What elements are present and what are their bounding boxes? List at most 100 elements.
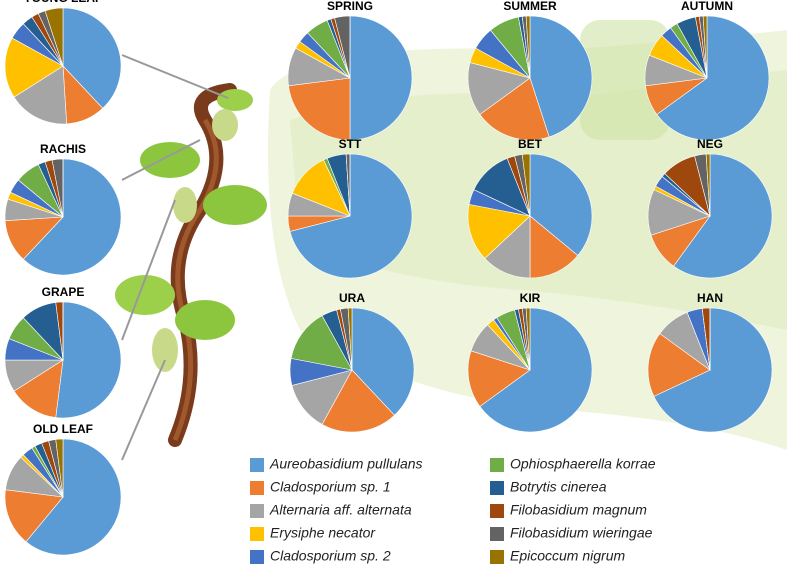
pie-title: STT [339,137,362,151]
pie-slice [521,153,531,217]
pie-chart: OLD LEAF [4,422,122,556]
pie-title: SUMMER [503,0,557,13]
pie-slice [529,153,593,256]
grape-bunch [212,109,238,141]
legend-label: Cladosporium sp. 2 [270,548,391,564]
pie-title: YOUNG LEAF [24,0,103,5]
legend-label: Botrytis cinerea [510,479,607,495]
pie-title: AUTUMN [681,0,733,13]
legend-swatch [490,527,504,541]
pie-chart: KIR [467,291,593,433]
legend-label: Filobasidium wieringae [510,525,653,541]
tree [580,20,670,140]
pie-title: OLD LEAF [33,422,93,436]
pie-slice [44,7,64,67]
pie-chart: HAN [647,291,773,433]
pie-slice [529,15,593,138]
legend-swatch [250,458,264,472]
grape-bunch [173,187,197,223]
pie-slice [13,359,64,418]
pies: YOUNG LEAF RACHIS GRAPE OLD LEAF SPRING SUMME… [4,0,773,556]
pie-chart: SUMMER [467,0,593,141]
legend-swatch [250,550,264,564]
pie-title: SPRING [327,0,373,13]
pie-title: HAN [697,291,723,305]
connector [121,359,166,461]
pie-slice [525,15,531,79]
legend-label: Aureobasidium pullulans [269,456,423,472]
connector [121,199,176,341]
pie-slice [525,307,531,371]
pie-chart: NEG [647,137,773,279]
pie-title: URA [339,291,365,305]
pie-slice [673,153,773,279]
pie-slice [467,204,531,259]
legend: Aureobasidium pullulans Cladosporium sp. … [250,456,656,564]
pie-chart: SPRING [287,0,413,141]
pie-slice [705,153,711,217]
legend-swatch [250,481,264,495]
pie-slice [4,489,64,543]
pie-chart: AUTUMN [644,0,770,141]
pie-chart: RACHIS [4,142,122,276]
legend-swatch [490,481,504,495]
leaf [175,300,235,340]
pie-title: NEG [697,137,723,151]
pie-chart: YOUNG LEAF [4,0,122,125]
pie-slice [479,77,550,141]
pie-slice [62,7,122,109]
vine [115,83,267,447]
pie-slice [321,369,395,433]
pie-slice [290,315,353,371]
legend-swatch [250,504,264,518]
pie-chart: BET [467,137,593,279]
pie-slice [351,307,415,416]
connectors [121,54,229,461]
leaf [203,185,267,225]
pie-slice [467,62,531,115]
pie-title: RACHIS [40,142,86,156]
pie-slice [289,153,413,279]
legend-swatch [250,527,264,541]
pie-slice [467,350,531,407]
pie-title: GRAPE [42,285,85,299]
pie-slice [702,15,708,79]
leaf [140,142,200,178]
pie-slice [529,215,579,279]
vine-stem [168,83,237,447]
pie-slice [22,158,122,276]
pie-slice [288,77,351,141]
pie-slice [25,438,122,556]
pie-slice [653,307,773,433]
legend-label: Ophiosphaerella korrae [510,456,656,472]
pie-slice [55,301,122,419]
connector [121,139,201,181]
grape-bunch [152,328,178,372]
pie-slice [349,15,413,141]
pie-slice [55,438,64,498]
pie-slice [347,307,353,371]
pie-title: KIR [520,291,541,305]
pie-chart: URA [289,291,415,433]
legend-label: Alternaria aff. alternata [269,502,412,518]
leaf [217,89,253,111]
pie-slice [479,307,593,433]
legend-label: Epicoccum nigrum [510,548,625,564]
pie-slice [647,333,711,397]
legend-swatch [490,458,504,472]
pie-title: BET [518,137,543,151]
connector [121,54,229,99]
legend-swatch [490,504,504,518]
pie-chart: GRAPE [4,285,122,419]
legend-label: Filobasidium magnum [510,502,647,518]
leaf [115,275,175,315]
pie-chart: STT [287,137,413,279]
legend-swatch [490,550,504,564]
vine-highlight [172,118,219,441]
legend-label: Cladosporium sp. 1 [270,479,391,495]
pie-slice [4,37,64,98]
pie-slice [656,15,770,141]
pie-slice [13,65,67,125]
legend-label: Erysiphe necator [270,525,376,541]
